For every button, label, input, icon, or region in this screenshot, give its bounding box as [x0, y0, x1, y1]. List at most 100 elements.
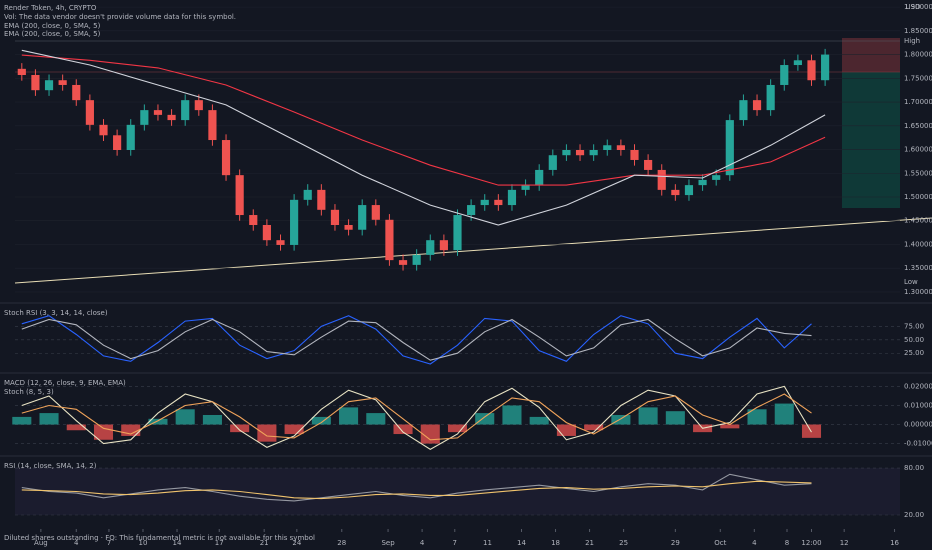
x-tick-label: 24	[292, 539, 301, 547]
histogram-bar	[121, 424, 141, 436]
pane-title: RSI (14, close, SMA, 14, 2)	[4, 462, 97, 470]
candle-body	[58, 80, 67, 85]
candle-body	[766, 84, 775, 111]
candle-body	[725, 120, 734, 176]
x-tick-label: Sep	[381, 539, 395, 547]
y-tick-label: 1.500000	[904, 193, 932, 201]
histogram-bar	[747, 409, 767, 425]
candle-body	[739, 100, 748, 121]
candle-body	[671, 189, 680, 196]
rsi-band	[15, 468, 900, 515]
candle-body	[44, 80, 54, 91]
candle-body	[793, 60, 802, 66]
histogram-bar	[475, 413, 495, 425]
x-tick-label: 12:00	[801, 539, 821, 547]
target-zone	[842, 72, 900, 208]
currency: USD	[906, 3, 921, 11]
histogram-bar	[66, 424, 86, 431]
x-tick-label: 25	[619, 539, 628, 547]
candle-body	[657, 169, 666, 190]
histogram-bar	[148, 418, 168, 425]
pane-title: MACD (12, 26, close, 9, EMA, EMA)	[4, 379, 126, 387]
candle-body	[235, 175, 244, 216]
x-tick-label: 4	[420, 539, 425, 547]
histogram-bar	[202, 415, 222, 425]
candle-body	[548, 155, 557, 170]
high-label: High	[904, 37, 920, 45]
x-tick-label: 14	[173, 539, 182, 547]
x-tick-label: 18	[551, 539, 560, 547]
candle-body	[113, 135, 122, 150]
histogram-bar	[366, 413, 386, 425]
pane-title: Stoch RSI (3, 3, 14, 14, close)	[4, 309, 108, 317]
candle-body	[194, 100, 203, 111]
histogram-bar	[230, 424, 250, 433]
histogram-bar	[93, 424, 114, 440]
pane-note: Stoch (8, 5, 3)	[4, 388, 54, 396]
stop-zone	[842, 38, 900, 72]
x-tick-label: 21	[585, 539, 594, 547]
histogram-bar	[447, 424, 468, 433]
histogram-bar	[39, 413, 59, 425]
indicator-line	[21, 393, 812, 441]
x-tick-label: 11	[483, 539, 492, 547]
candle-body	[589, 150, 598, 156]
candle-body	[494, 199, 503, 206]
candle-body	[344, 225, 353, 230]
candle-body	[290, 199, 299, 245]
candle-body	[317, 189, 326, 210]
histogram-bar	[284, 424, 304, 435]
y-tick-label: 75.00	[904, 322, 924, 330]
y-tick-label: 50.00	[904, 336, 924, 344]
candle-body	[262, 225, 271, 241]
candle-body	[575, 150, 585, 156]
candle-body	[85, 100, 94, 125]
histogram-bar	[638, 407, 658, 425]
candle-body	[603, 145, 612, 150]
candle-body	[630, 150, 639, 160]
x-tick-label: 7	[107, 539, 111, 547]
y-tick-label: 1.700000	[904, 98, 932, 106]
x-tick-label: 10	[139, 539, 148, 547]
histogram-bar	[774, 403, 794, 425]
histogram-bar	[502, 405, 522, 425]
candle-body	[153, 110, 163, 115]
indicator-line	[21, 315, 812, 365]
y-tick-label: 1.550000	[904, 169, 932, 177]
indicator-line	[21, 480, 812, 500]
x-tick-label: 4	[752, 539, 757, 547]
candle-body	[467, 205, 476, 216]
candle-body	[221, 140, 231, 176]
pane-note: Vol: The data vendor doesn't provide vol…	[4, 13, 236, 21]
low-label: Low	[904, 278, 918, 286]
x-tick-label: 28	[337, 539, 346, 547]
candle-body	[385, 219, 394, 261]
candle-body	[99, 124, 108, 136]
candle-body	[507, 189, 517, 206]
x-tick-label: 12	[840, 539, 849, 547]
histogram-bar	[420, 424, 440, 444]
histogram-bar	[720, 424, 740, 429]
x-tick-label: Aug	[34, 539, 48, 547]
histogram-bar	[12, 416, 32, 425]
x-tick-label: 16	[890, 539, 899, 547]
candle-body	[698, 179, 707, 186]
candle-body	[521, 185, 530, 190]
histogram-bar	[611, 415, 631, 425]
candle-body	[644, 159, 653, 170]
x-tick-label: 29	[671, 539, 680, 547]
candle-body	[426, 240, 435, 255]
moving-average	[21, 49, 826, 226]
candle-body	[126, 124, 135, 150]
y-tick-label: 1.600000	[904, 146, 932, 154]
histogram-bar	[529, 416, 549, 425]
y-tick-label: 1.450000	[904, 217, 932, 225]
y-tick-label: 1.800000	[904, 51, 932, 59]
y-tick-label: 1.750000	[904, 74, 932, 82]
candle-body	[208, 110, 217, 141]
indicator-line	[21, 385, 812, 450]
x-tick-label: 17	[215, 539, 224, 547]
